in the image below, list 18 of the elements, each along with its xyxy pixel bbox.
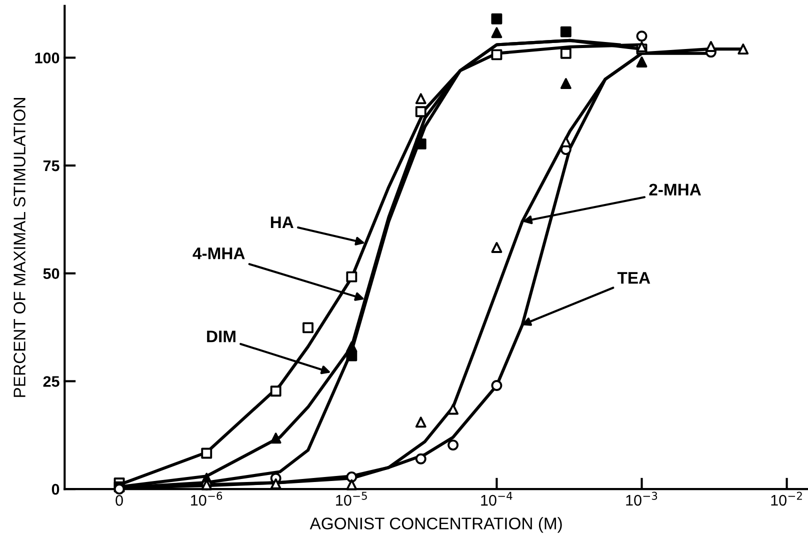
y-axis-title: PERCENT OF MAXIMAL STIMULATION	[14, 98, 26, 397]
x-tick-label: 0	[116, 495, 123, 506]
y-tick-label: 0	[52, 484, 60, 495]
x-axis-title: AGONIST CONCENTRATION (M)	[310, 517, 562, 533]
x-tick-label: 10$^{−3}$	[626, 492, 658, 506]
x-tick-label: 10$^{−4}$	[481, 492, 512, 506]
y-tick-label: 100	[35, 52, 60, 64]
annotation: 4-MHA	[192, 248, 245, 260]
annotation: 2-MHA	[649, 184, 701, 196]
annotation: TEA	[617, 272, 650, 284]
y-tick-label: 50	[43, 268, 60, 280]
x-tick-label: 10$^{−6}$	[191, 492, 222, 506]
annotation: HA	[270, 216, 294, 228]
x-tick-label: 10$^{−2}$	[771, 492, 802, 506]
annotation: DIM	[207, 330, 236, 342]
y-tick-label: 75	[43, 160, 60, 172]
y-tick-label: 25	[43, 376, 60, 387]
x-tick-label: 10$^{−5}$	[336, 492, 367, 506]
